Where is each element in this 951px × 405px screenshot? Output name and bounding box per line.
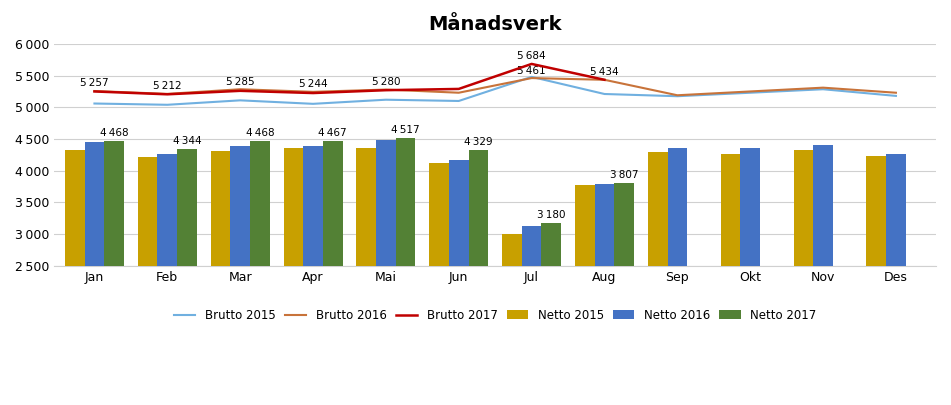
Text: 4 468: 4 468 bbox=[100, 128, 128, 138]
Bar bbox=[449, 160, 469, 405]
Text: 5 257: 5 257 bbox=[80, 79, 108, 88]
Bar bbox=[594, 184, 614, 405]
Bar bbox=[177, 149, 197, 405]
Bar bbox=[469, 150, 488, 405]
Text: 5 461: 5 461 bbox=[517, 66, 546, 76]
Text: 5 684: 5 684 bbox=[517, 51, 546, 62]
Text: 5 244: 5 244 bbox=[299, 79, 327, 90]
Brutto 2015 bbox=[380, 97, 392, 102]
Line: Brutto 2016: Brutto 2016 bbox=[94, 78, 896, 95]
Bar bbox=[105, 141, 124, 405]
Brutto 2017 bbox=[599, 77, 611, 82]
Brutto 2015 bbox=[817, 87, 828, 92]
Brutto 2015 bbox=[88, 101, 100, 106]
Bar bbox=[721, 153, 741, 405]
Brutto 2015 bbox=[526, 75, 537, 79]
Text: 4 329: 4 329 bbox=[464, 137, 493, 147]
Brutto 2017 bbox=[162, 92, 173, 97]
Brutto 2015 bbox=[890, 94, 902, 98]
Brutto 2016 bbox=[599, 77, 611, 82]
Bar bbox=[522, 226, 541, 405]
Text: 4 468: 4 468 bbox=[245, 128, 274, 138]
Bar bbox=[85, 142, 105, 405]
Bar bbox=[138, 157, 158, 405]
Bar bbox=[376, 140, 396, 405]
Brutto 2015 bbox=[671, 94, 683, 99]
Bar bbox=[283, 148, 303, 405]
Bar bbox=[886, 154, 905, 405]
Text: 3 180: 3 180 bbox=[537, 210, 566, 220]
Brutto 2016 bbox=[307, 90, 319, 94]
Brutto 2016 bbox=[235, 87, 246, 92]
Brutto 2017 bbox=[307, 91, 319, 96]
Line: Brutto 2015: Brutto 2015 bbox=[94, 77, 896, 105]
Bar bbox=[575, 185, 594, 405]
Bar bbox=[429, 164, 449, 405]
Brutto 2016 bbox=[817, 85, 828, 90]
Bar bbox=[614, 183, 634, 405]
Bar bbox=[158, 154, 177, 405]
Bar bbox=[322, 141, 342, 405]
Brutto 2015 bbox=[599, 92, 611, 96]
Brutto 2016 bbox=[380, 87, 392, 92]
Text: 3 807: 3 807 bbox=[610, 170, 638, 180]
Brutto 2016 bbox=[88, 89, 100, 94]
Bar bbox=[793, 150, 813, 405]
Text: 5 280: 5 280 bbox=[372, 77, 400, 87]
Text: 4 344: 4 344 bbox=[173, 136, 202, 146]
Bar bbox=[668, 147, 688, 405]
Text: 5 285: 5 285 bbox=[225, 77, 255, 87]
Brutto 2017 bbox=[88, 89, 100, 94]
Bar bbox=[357, 148, 376, 405]
Brutto 2015 bbox=[453, 98, 464, 103]
Brutto 2015 bbox=[235, 98, 246, 103]
Brutto 2017 bbox=[526, 62, 537, 66]
Title: Månadsverk: Månadsverk bbox=[429, 15, 562, 34]
Brutto 2015 bbox=[162, 102, 173, 107]
Brutto 2016 bbox=[453, 90, 464, 95]
Bar bbox=[541, 223, 561, 405]
Bar bbox=[211, 151, 230, 405]
Text: 5 434: 5 434 bbox=[591, 67, 619, 77]
Bar bbox=[396, 138, 416, 405]
Bar bbox=[648, 152, 668, 405]
Brutto 2016 bbox=[890, 90, 902, 95]
Text: 4 517: 4 517 bbox=[391, 125, 420, 135]
Text: 4 467: 4 467 bbox=[319, 128, 347, 138]
Bar bbox=[866, 156, 886, 405]
Brutto 2017 bbox=[380, 88, 392, 93]
Bar bbox=[230, 146, 250, 405]
Legend: Brutto 2015, Brutto 2016, Brutto 2017, Netto 2015, Netto 2016, Netto 2017: Brutto 2015, Brutto 2016, Brutto 2017, N… bbox=[169, 304, 821, 326]
Brutto 2015 bbox=[307, 101, 319, 106]
Bar bbox=[813, 145, 833, 405]
Bar bbox=[65, 150, 85, 405]
Brutto 2015 bbox=[745, 90, 756, 95]
Bar bbox=[502, 234, 522, 405]
Brutto 2016 bbox=[745, 89, 756, 94]
Brutto 2016 bbox=[671, 93, 683, 98]
Bar bbox=[741, 148, 760, 405]
Bar bbox=[303, 146, 322, 405]
Line: Brutto 2017: Brutto 2017 bbox=[94, 64, 605, 94]
Brutto 2016 bbox=[526, 76, 537, 81]
Brutto 2017 bbox=[235, 88, 246, 93]
Text: 5 212: 5 212 bbox=[153, 81, 182, 92]
Brutto 2016 bbox=[162, 92, 173, 96]
Brutto 2017 bbox=[453, 87, 464, 92]
Bar bbox=[250, 141, 270, 405]
